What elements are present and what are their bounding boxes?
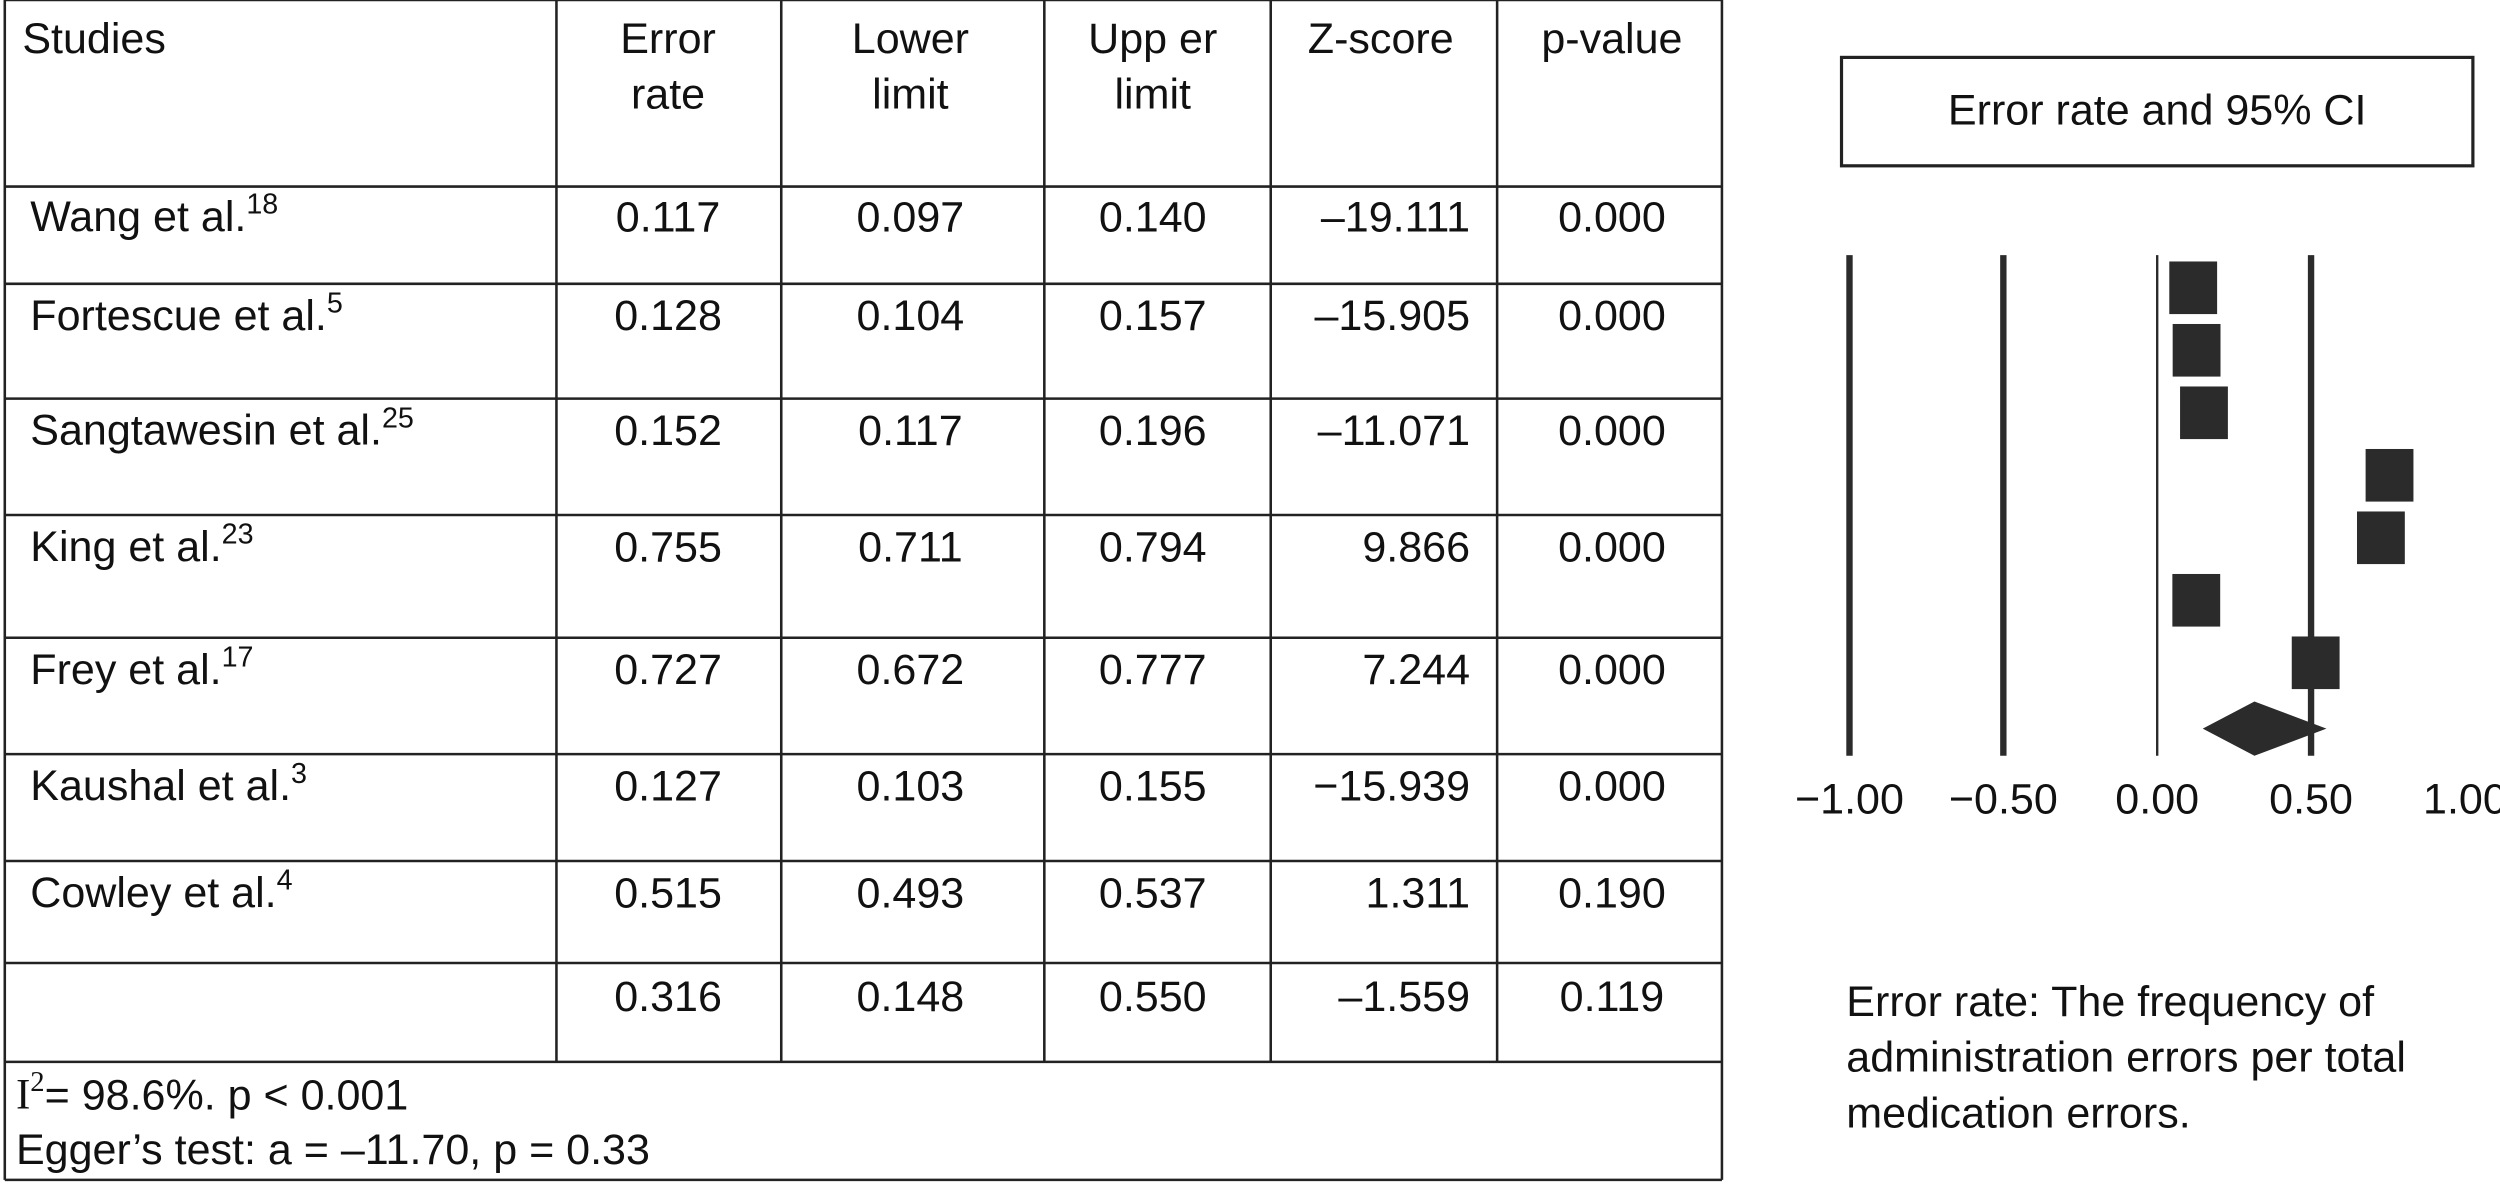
header-cell: Upp er xyxy=(1088,15,1217,63)
header-cell: limit xyxy=(1115,71,1192,119)
table-cell: 0.000 xyxy=(1558,646,1666,694)
summary-cell: 0.550 xyxy=(1099,973,1207,1021)
table-cell: 0.755 xyxy=(614,523,722,571)
header-cell: p-value xyxy=(1541,15,1682,63)
summary-cell: 0.148 xyxy=(857,973,965,1021)
table-cell: −15.939 xyxy=(1313,763,1470,811)
study-label: Frey et al. xyxy=(30,646,221,694)
study-label: King et al. xyxy=(30,523,221,571)
table-cell: 0.000 xyxy=(1558,523,1666,571)
table-cell: 0.155 xyxy=(1099,763,1207,811)
table-cell: 0.515 xyxy=(614,869,722,917)
study-name: Fortescue et al.5 xyxy=(30,287,343,340)
study-marker xyxy=(2169,261,2218,315)
study-ref: 23 xyxy=(222,518,254,550)
study-name: King et al.23 xyxy=(30,518,253,571)
chart-title-box xyxy=(1839,55,2475,168)
table-cell: 0.152 xyxy=(614,407,722,455)
table-cell: 0.000 xyxy=(1558,292,1666,340)
table-cell: 0.794 xyxy=(1099,523,1207,571)
table-cell: 0.672 xyxy=(857,646,965,694)
study-marker xyxy=(2172,323,2221,377)
table-cell: 0.104 xyxy=(857,292,965,340)
study-name: Sangtawesin et al.25 xyxy=(30,402,414,455)
table-cell: 9.866 xyxy=(1362,523,1470,571)
table-cell: 0.000 xyxy=(1558,193,1666,241)
x-tick-label: −0.50 xyxy=(1949,775,2058,823)
summary-cell: –1.559 xyxy=(1338,973,1470,1021)
study-name: Cowley et al.4 xyxy=(30,864,292,917)
x-tick-label: −1.00 xyxy=(1795,775,1904,823)
study-marker xyxy=(2291,636,2340,690)
header-cell: Lower xyxy=(852,15,969,63)
table-cell: 0.140 xyxy=(1099,193,1207,241)
summary-cell: 0.119 xyxy=(1560,973,1665,1021)
study-name: Kaushal et al.3 xyxy=(30,757,307,810)
table-cell: 0.196 xyxy=(1099,407,1207,455)
study-ref: 5 xyxy=(327,287,343,319)
table-cell: –19.111 xyxy=(1321,193,1470,241)
study-label: Sangtawesin et al. xyxy=(30,407,382,455)
study-marker xyxy=(2365,448,2414,502)
table-cell: 7.244 xyxy=(1362,646,1470,694)
table-cell: 0.190 xyxy=(1558,869,1666,917)
study-label: Fortescue et al. xyxy=(30,292,327,340)
header-cell: rate xyxy=(631,71,705,119)
study-label: Kaushal et al. xyxy=(30,763,291,811)
table-cell: 0.493 xyxy=(857,869,965,917)
x-tick-label: 0.00 xyxy=(2115,775,2199,823)
study-label: Wang et al. xyxy=(30,193,246,241)
study-ref: 18 xyxy=(246,188,278,220)
table-cell: 0.000 xyxy=(1558,407,1666,455)
table-cell: –15.905 xyxy=(1314,292,1470,340)
table-cell: 0.127 xyxy=(614,763,722,811)
study-marker xyxy=(2356,511,2405,565)
x-tick-label: 1.00 xyxy=(2423,775,2500,823)
i2-exponent: 2 xyxy=(30,1066,44,1098)
i2-symbol: I xyxy=(16,1071,30,1118)
footer-i2: I2= 98.6%. p < 0.001 xyxy=(16,1066,408,1120)
table-cell: 0.103 xyxy=(857,763,965,811)
study-ref: 4 xyxy=(277,864,293,896)
note-line: administration errors per total xyxy=(1846,1034,2406,1082)
study-ref: 17 xyxy=(222,641,254,673)
header-cell: Z-score xyxy=(1308,15,1454,63)
study-name: Frey et al.17 xyxy=(30,641,253,694)
header-cell: Studies xyxy=(22,15,166,63)
table-cell: 0.097 xyxy=(857,193,965,241)
table-cell: 0.537 xyxy=(1099,869,1207,917)
header-cell: Error xyxy=(620,15,716,63)
study-label: Cowley et al. xyxy=(30,869,276,917)
study-ref: 25 xyxy=(382,402,414,434)
table-cell: 0.117 xyxy=(858,407,962,455)
table-cell: 0.711 xyxy=(858,523,962,571)
study-marker xyxy=(2180,386,2228,440)
study-ref: 3 xyxy=(291,757,307,789)
table-cell: 0.777 xyxy=(1099,646,1207,694)
note-line: medication errors. xyxy=(1846,1089,2190,1137)
summary-diamond xyxy=(2202,701,2327,756)
table-cell: 0.157 xyxy=(1099,292,1207,340)
table-cell: 1.311 xyxy=(1366,869,1471,917)
x-tick-label: 0.50 xyxy=(2269,775,2353,823)
table-cell: 0.000 xyxy=(1558,763,1666,811)
study-marker xyxy=(2172,573,2221,627)
footer-egger: Egger’s test: a = –11.70, p = 0.33 xyxy=(16,1126,650,1174)
header-cell: limit xyxy=(872,71,949,119)
table-cell: –11.071 xyxy=(1318,407,1470,455)
study-name: Wang et al.18 xyxy=(30,188,278,241)
i2-text: = 98.6%. p < 0.001 xyxy=(45,1072,409,1120)
summary-cell: 0.316 xyxy=(614,973,722,1021)
table-cell: 0.117 xyxy=(616,193,721,241)
table-cell: 0.727 xyxy=(614,646,722,694)
chart-title: Error rate and 95% CI xyxy=(1948,87,2367,135)
note-line: Error rate: The frequency of xyxy=(1846,978,2375,1026)
table-cell: 0.128 xyxy=(614,292,722,340)
